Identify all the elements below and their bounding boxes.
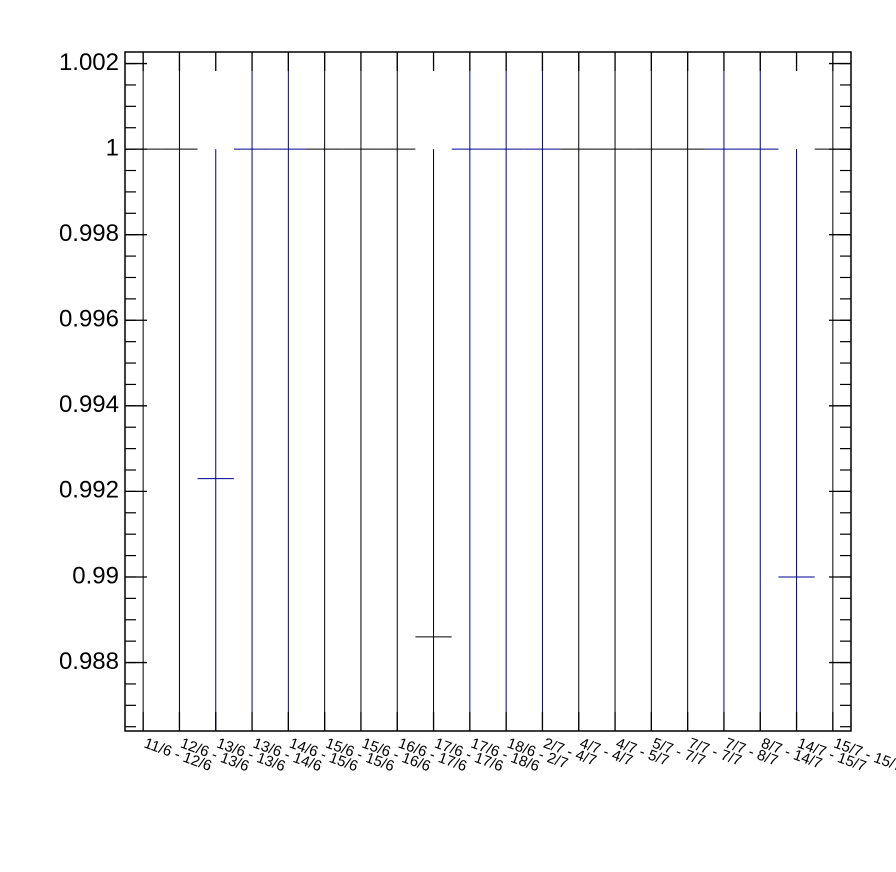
y-tick-label: 0.992 bbox=[59, 477, 119, 504]
y-tick-label: 0.998 bbox=[59, 220, 119, 247]
y-tick-label: 1 bbox=[106, 134, 119, 161]
y-tick-label: 1.002 bbox=[59, 49, 119, 76]
y-tick-label: 0.99 bbox=[72, 562, 119, 589]
y-tick-label: 0.994 bbox=[59, 391, 119, 418]
y-tick-label: 0.996 bbox=[59, 306, 119, 333]
y-tick-label: 0.988 bbox=[59, 648, 119, 675]
plot-area bbox=[125, 52, 851, 731]
frame bbox=[124, 51, 852, 732]
